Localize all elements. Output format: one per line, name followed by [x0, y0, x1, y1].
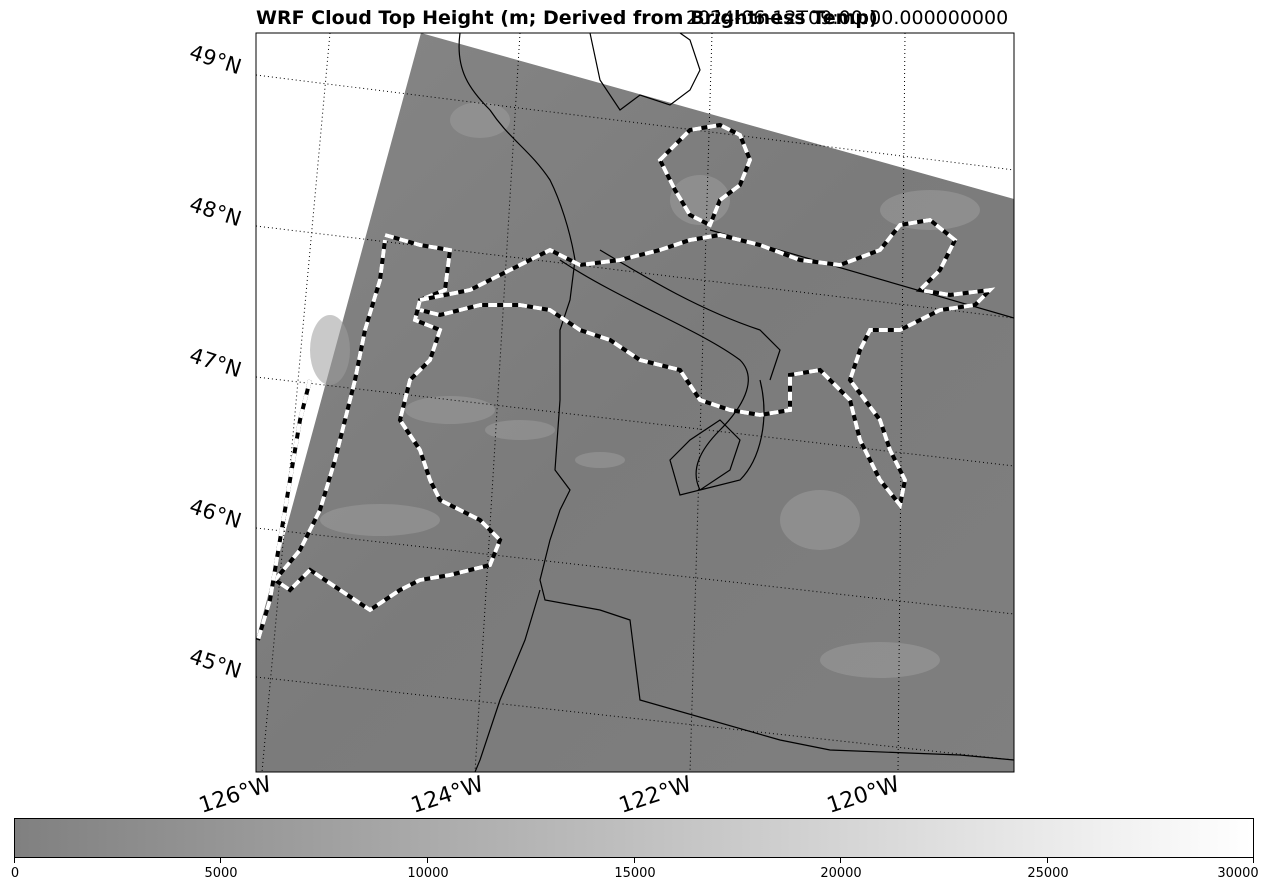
cloud-patches [310, 102, 980, 678]
colorbar-label-25000: 25000 [1027, 866, 1069, 881]
cloud-contour-outline [256, 122, 996, 641]
colorbar [14, 818, 1254, 858]
colorbar-tick [634, 858, 635, 863]
colorbar-tick [427, 858, 428, 863]
colorbar-tick [1253, 858, 1254, 863]
colorbar-tick [840, 858, 841, 863]
colorbar-label-0: 0 [10, 866, 20, 881]
map-frame [255, 32, 1015, 773]
colorbar-label-10000: 10000 [407, 866, 449, 881]
colorbar-label-20000: 20000 [820, 866, 862, 881]
colorbar-tick [220, 858, 221, 863]
map-timestamp: 2024-06-12T09:00:00.000000000 [686, 7, 1009, 29]
colorbar-label-30000: 30000 [1217, 866, 1259, 881]
map-title: WRF Cloud Top Height (m; Derived from Br… [256, 7, 878, 29]
graticule [256, 33, 1014, 772]
model-domain-field [256, 33, 1014, 772]
colorbar-tick [14, 858, 15, 863]
colorbar-label-15000: 15000 [614, 866, 656, 881]
colorbar-label-5000: 5000 [204, 866, 238, 881]
colorbar-tick [1047, 858, 1048, 863]
